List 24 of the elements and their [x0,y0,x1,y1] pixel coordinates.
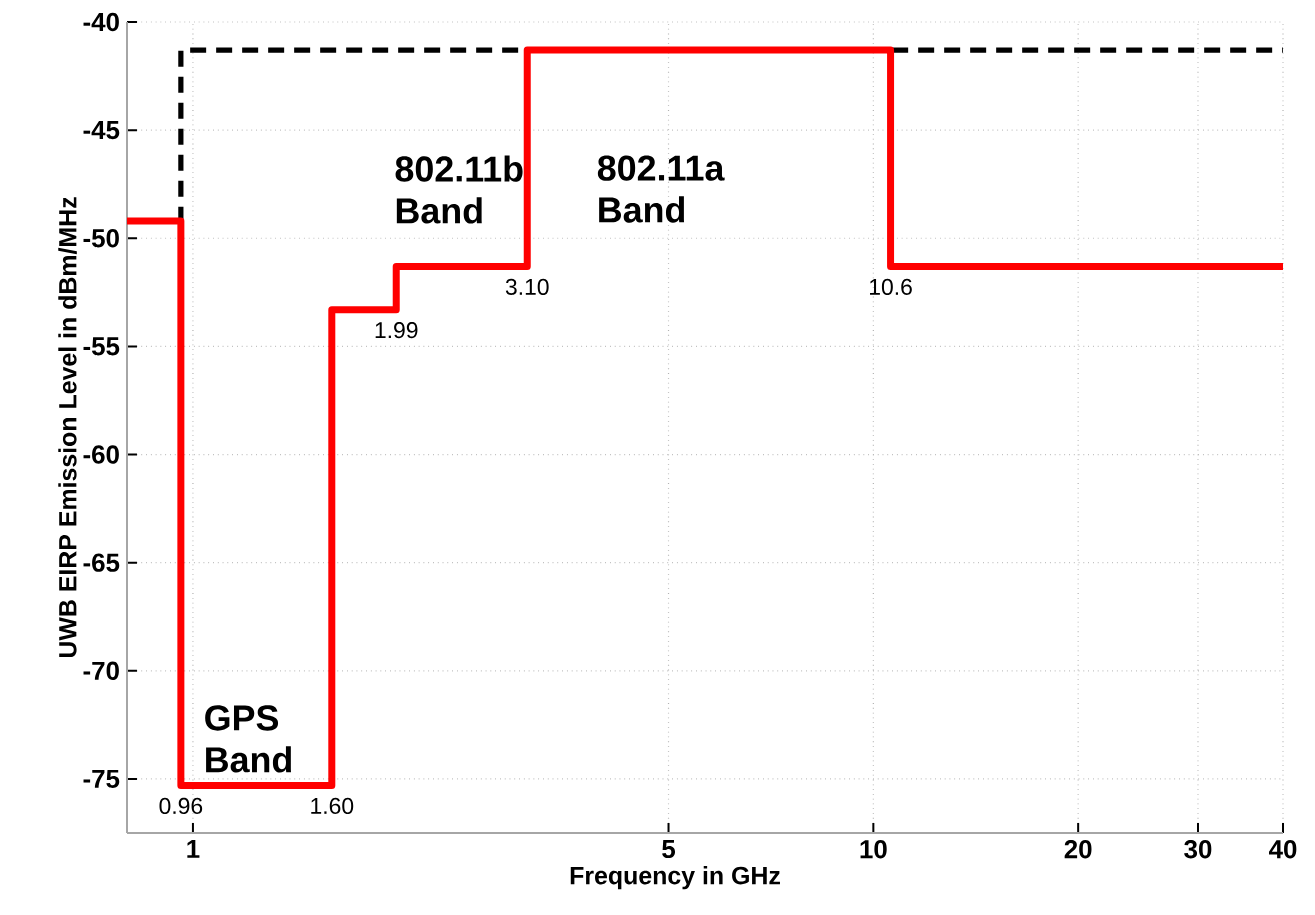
x-tick-label: 30 [1184,840,1212,859]
annotation: GPS Band [205,705,291,773]
x-axis-title: Frequency in GHz [570,866,780,890]
annotation: 1.60 [311,797,354,815]
y-tick-label: -65 [83,553,120,572]
x-tick-label: 1 [187,840,200,858]
y-tick-label: -60 [83,445,119,464]
y-tick-label: -70 [83,661,119,680]
y-axis-title: UWB EIRP Emission Level in dBm/MHz [58,197,77,658]
x-tick-label: 10 [860,840,887,859]
annotation: 3.10 [505,278,549,295]
annotation: 802.11a Band [597,155,725,223]
y-tick-label: -55 [83,337,120,356]
annotation: 1.99 [375,322,418,339]
x-tick-label: 40 [1269,840,1297,859]
y-tick-label: -45 [83,121,120,140]
annotation: 0.96 [159,797,203,815]
y-tick-label: -75 [83,769,120,788]
x-tick-label: 20 [1064,840,1092,859]
x-tick-label: 5 [662,840,676,859]
y-tick-label: -50 [83,229,119,248]
y-tick-label: -40 [83,12,119,32]
annotation: 10.6 [870,278,912,295]
annotation: 802.11b Band [395,155,523,224]
